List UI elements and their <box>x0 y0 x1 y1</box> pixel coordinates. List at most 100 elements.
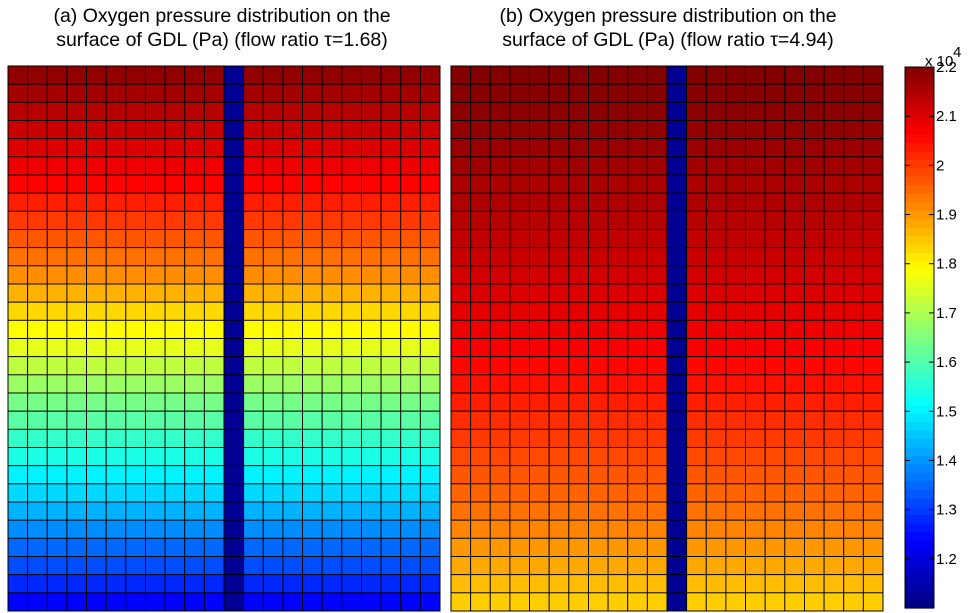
heatmap-cell-b-r3-c11 <box>666 120 688 140</box>
heatmap-cell-b-r21-c15 <box>745 447 766 467</box>
heatmap-cell-a-r6-c15 <box>302 174 323 194</box>
heatmap-cell-b-r27-c7 <box>588 556 609 576</box>
colorbar-segment-41 <box>905 413 934 423</box>
heatmap-cell-b-r13-c20 <box>843 301 864 321</box>
heatmap-cell-a-r5-c0 <box>7 156 29 176</box>
heatmap-cell-a-r22-c11 <box>223 465 245 485</box>
heatmap-cell-b-r21-c9 <box>627 447 648 467</box>
heatmap-cell-a-r2-c19 <box>380 101 402 121</box>
heatmap-cell-b-r25-c21 <box>862 519 884 539</box>
colorbar-segment-14 <box>905 185 934 195</box>
colorbar-segment-60 <box>905 574 934 584</box>
heatmap-cell-b-r5-c14 <box>725 156 746 176</box>
heatmap-cell-a-r20-c21 <box>419 428 441 448</box>
heatmap-cell-a-r1-c19 <box>380 83 402 103</box>
colorbar-segment-30 <box>905 320 934 330</box>
heatmap-cell-b-r25-c20 <box>843 519 864 539</box>
heatmap-cell-a-r18-c19 <box>380 392 402 412</box>
heatmap-cell-a-r16-c13 <box>262 356 284 376</box>
heatmap-cell-a-r18-c1 <box>27 392 48 412</box>
heatmap-cell-a-r21-c11 <box>223 447 245 467</box>
heatmap-cell-b-r25-c8 <box>607 519 629 539</box>
heatmap-cell-a-r10-c8 <box>164 247 186 267</box>
heatmap-cell-b-r29-c2 <box>489 592 511 612</box>
heatmap-cell-b-r4-c20 <box>843 138 864 158</box>
heatmap-cell-b-r27-c17 <box>784 556 805 576</box>
heatmap-cell-b-r26-c14 <box>725 537 746 557</box>
heatmap-cell-a-r11-c0 <box>7 265 29 285</box>
heatmap-cell-b-r15-c11 <box>666 338 688 358</box>
heatmap-cell-b-r17-c5 <box>548 374 570 394</box>
heatmap-cell-b-r1-c2 <box>489 83 511 103</box>
heatmap-cell-b-r1-c19 <box>823 83 845 103</box>
heatmap-cell-a-r26-c16 <box>321 537 343 557</box>
heatmap-cell-b-r2-c14 <box>725 101 746 121</box>
heatmap-cell-a-r20-c7 <box>144 428 166 448</box>
heatmap-cell-a-r7-c6 <box>125 192 146 212</box>
heatmap-cell-a-r13-c21 <box>419 301 441 321</box>
heatmap-cell-a-r2-c13 <box>262 101 284 121</box>
heatmap-cell-b-r19-c9 <box>627 410 648 430</box>
heatmap-cell-a-r1-c14 <box>282 83 304 103</box>
heatmap-cell-b-r2-c12 <box>686 101 707 121</box>
heatmap-cell-a-r18-c16 <box>321 392 343 412</box>
colorbar-tick-label-4: 1.6 <box>936 354 957 371</box>
colorbar-exponent-power: 4 <box>953 44 961 61</box>
heatmap-cell-a-r27-c6 <box>125 556 146 576</box>
heatmap-cell-a-r26-c0 <box>7 537 29 557</box>
heatmap-cell-a-r12-c15 <box>302 283 323 303</box>
heatmap-cell-b-r27-c3 <box>509 556 531 576</box>
heatmap-cell-b-r2-c7 <box>588 101 609 121</box>
heatmap-cell-b-r6-c5 <box>548 174 570 194</box>
heatmap-cell-b-r21-c1 <box>470 447 491 467</box>
heatmap-cell-a-r21-c3 <box>66 447 88 467</box>
heatmap-cell-a-r23-c12 <box>243 483 264 503</box>
heatmap-cell-a-r3-c7 <box>144 120 166 140</box>
heatmap-cell-b-r19-c8 <box>607 410 629 430</box>
heatmap-cell-b-r19-c0 <box>450 410 472 430</box>
heatmap-cell-b-r28-c19 <box>823 574 845 594</box>
heatmap-cell-a-r5-c21 <box>419 156 441 176</box>
heatmap-cell-a-r9-c1 <box>27 229 48 249</box>
heatmap-cell-a-r18-c2 <box>46 392 68 412</box>
heatmap-cell-a-r11-c7 <box>144 265 166 285</box>
heatmap-cell-a-r16-c0 <box>7 356 29 376</box>
heatmap-cell-b-r2-c9 <box>627 101 648 121</box>
heatmap-cell-b-r0-c17 <box>784 65 805 85</box>
heatmap-cell-b-r27-c4 <box>529 556 550 576</box>
heatmap-cell-a-r27-c20 <box>400 556 421 576</box>
heatmap-cell-b-r12-c15 <box>745 283 766 303</box>
heatmap-cell-a-r17-c17 <box>341 374 362 394</box>
heatmap-cell-a-r28-c7 <box>144 574 166 594</box>
heatmap-cell-b-r0-c8 <box>607 65 629 85</box>
heatmap-cell-b-r4-c9 <box>627 138 648 158</box>
heatmap-cell-a-r15-c16 <box>321 338 343 358</box>
heatmap-cell-a-r29-c8 <box>164 592 186 612</box>
colorbar-segment-62 <box>905 591 934 601</box>
heatmap-cell-a-r12-c6 <box>125 283 146 303</box>
heatmap-cell-b-r9-c18 <box>804 229 825 249</box>
heatmap-cell-b-r18-c3 <box>509 392 531 412</box>
heatmap-cell-b-r10-c2 <box>489 247 511 267</box>
heatmap-cell-b-r9-c19 <box>823 229 845 249</box>
heatmap-cell-a-r10-c18 <box>361 247 382 267</box>
heatmap-cell-b-r17-c0 <box>450 374 472 394</box>
heatmap-cell-b-r12-c3 <box>509 283 531 303</box>
heatmap-cell-a-r24-c17 <box>341 501 362 521</box>
heatmap-cell-b-r8-c20 <box>843 210 864 230</box>
heatmap-cell-a-r22-c7 <box>144 465 166 485</box>
heatmap-cell-b-r15-c9 <box>627 338 648 358</box>
heatmap-cell-b-r16-c21 <box>862 356 884 376</box>
heatmap-cell-b-r13-c16 <box>764 301 786 321</box>
heatmap-cell-b-r28-c13 <box>705 574 727 594</box>
heatmap-cell-a-r19-c0 <box>7 410 29 430</box>
heatmap-cell-b-r10-c6 <box>568 247 589 267</box>
heatmap-cell-a-r29-c6 <box>125 592 146 612</box>
heatmap-cell-b-r28-c8 <box>607 574 629 594</box>
heatmap-cell-a-r22-c16 <box>321 465 343 485</box>
heatmap-cell-b-r18-c17 <box>784 392 805 412</box>
heatmap-cell-b-r16-c0 <box>450 356 472 376</box>
heatmap-cell-b-r15-c17 <box>784 338 805 358</box>
heatmap-cell-a-r24-c11 <box>223 501 245 521</box>
heatmap-cell-a-r4-c0 <box>7 138 29 158</box>
